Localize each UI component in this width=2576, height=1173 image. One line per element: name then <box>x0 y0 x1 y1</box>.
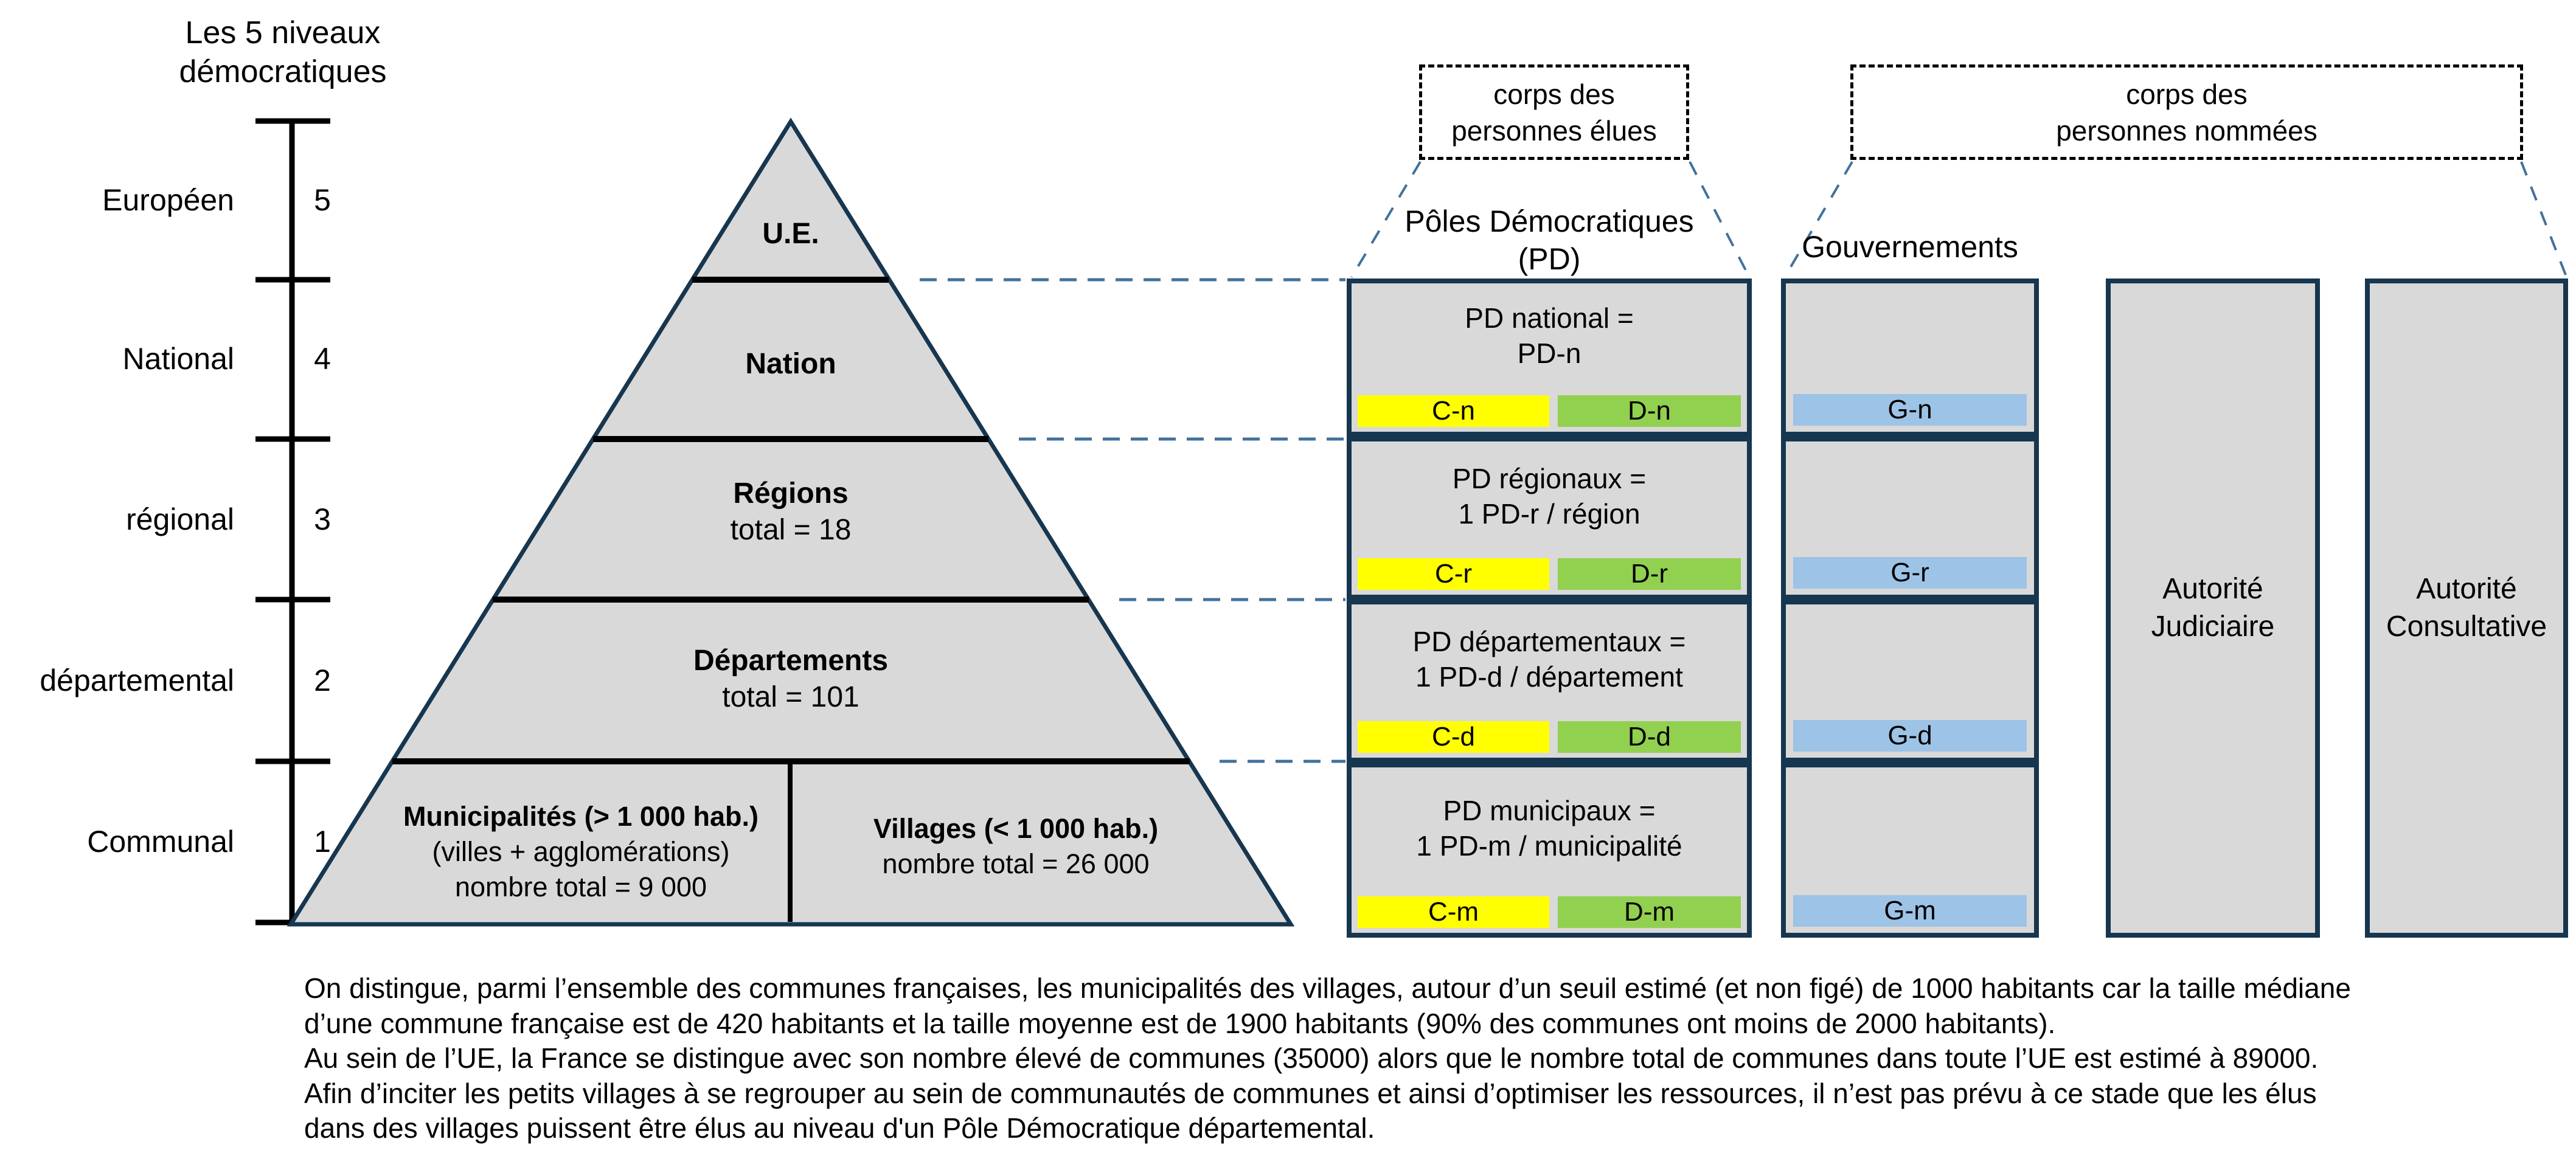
council-bar-cn: C-n <box>1358 395 1549 427</box>
pd-national-box: PD national = PD-n C-n D-n <box>1347 279 1752 437</box>
pyramid-tier-regions: Régions total = 18 <box>608 476 973 548</box>
pyramid-tier-departements-title: Départements <box>693 645 889 677</box>
footer-paragraph: On distingue, parmi l’ensemble des commu… <box>304 971 2567 1146</box>
pd-departemental-line2: 1 PD-d / département <box>1415 661 1683 693</box>
municipalites-title: Municipalités (> 1 000 hab.) <box>403 801 759 832</box>
delegate-bar-dn: D-n <box>1558 395 1741 427</box>
footer-line-4: Afin d’inciter les petits villages à se … <box>304 1077 2317 1109</box>
pd-departemental-bars: C-d D-d <box>1358 721 1741 753</box>
axis-title-line1: Les 5 niveaux <box>185 15 381 50</box>
pyramid-tier-regions-title: Régions <box>733 477 849 510</box>
axis-number-4: 4 <box>314 342 331 376</box>
pyramid-tier-nation: Nation <box>745 348 836 380</box>
consultative-authority-box: Autorité Consultative <box>2365 279 2568 938</box>
municipalites-sub: (villes + agglomérations) <box>432 836 730 867</box>
gov-regional-box: G-r <box>1781 437 2039 600</box>
gov-column-title: Gouvernements <box>1802 230 2018 264</box>
pd-municipal-bars: C-m D-m <box>1358 896 1741 928</box>
pd-national-line1: PD national = <box>1465 302 1634 334</box>
pd-national-label: PD national = PD-n <box>1352 283 1747 388</box>
pd-column-title-line2: (PD) <box>1518 242 1581 276</box>
axis-label-europeen: Européen <box>102 183 234 217</box>
appointed-header-line2: personnes nommées <box>2056 114 2317 147</box>
pd-municipal-line1: PD municipaux = <box>1443 795 1656 826</box>
elected-header-line1: corps des <box>1493 78 1615 110</box>
axis-label-regional: régional <box>126 502 234 536</box>
gov-bar-gr: G-r <box>1793 557 2027 589</box>
pd-departemental-label: PD départementaux = 1 PD-d / département <box>1352 604 1747 714</box>
delegate-bar-dm: D-m <box>1558 896 1741 928</box>
footer-line-3: Au sein de l’UE, la France se distingue … <box>304 1042 2319 1074</box>
gov-bar-gn: G-n <box>1793 394 2027 426</box>
axis-number-1: 1 <box>314 825 331 859</box>
pd-column-title-line1: Pôles Démocratiques <box>1404 204 1694 238</box>
gov-municipal-box: G-m <box>1781 763 2039 938</box>
pyramid-cell-villages: Villages (< 1 000 hab.) nombre total = 2… <box>839 811 1192 882</box>
pd-regional-bars: C-r D-r <box>1358 558 1741 590</box>
appointed-fan-right <box>2520 161 2567 275</box>
municipalites-total: nombre total = 9 000 <box>454 871 707 902</box>
pd-regional-line1: PD régionaux = <box>1452 463 1647 494</box>
pd-regional-line2: 1 PD-r / région <box>1458 498 1640 530</box>
pd-municipal-label: PD municipaux = 1 PD-m / municipalité <box>1352 767 1747 889</box>
delegate-bar-dr: D-r <box>1558 558 1741 590</box>
judicial-authority-line1: Autorité <box>2162 573 2263 605</box>
axis-label-national: National <box>122 342 234 376</box>
footer-line-2: d’une commune française est de 420 habit… <box>304 1007 2056 1039</box>
pd-departemental-line1: PD départementaux = <box>1412 626 1686 657</box>
footer-line-5: dans des villages puissent être élus au … <box>304 1112 1375 1144</box>
pd-column-title: Pôles Démocratiques (PD) <box>1347 202 1752 278</box>
axis-title: Les 5 niveaux démocratiques <box>113 13 453 91</box>
villages-title: Villages (< 1 000 hab.) <box>873 813 1159 844</box>
pd-municipal-line2: 1 PD-m / municipalité <box>1416 830 1682 862</box>
pyramid-tier-ue: U.E. <box>762 218 819 250</box>
axis-label-communal: Communal <box>87 825 234 859</box>
gov-departemental-box: G-d <box>1781 600 2039 763</box>
delegate-bar-dd: D-d <box>1558 721 1741 753</box>
pd-regional-box: PD régionaux = 1 PD-r / région C-r D-r <box>1347 437 1752 600</box>
pyramid-tier-regions-total: total = 18 <box>730 514 852 546</box>
elected-header-box: corps des personnes élues <box>1419 64 1689 160</box>
axis-number-5: 5 <box>314 183 331 217</box>
appointed-header-box: corps des personnes nommées <box>1850 64 2523 160</box>
elected-header-line2: personnes élues <box>1451 114 1657 147</box>
pyramid-tier-departements: Départements total = 101 <box>578 643 1004 716</box>
villages-total: nombre total = 26 000 <box>882 848 1150 879</box>
gov-national-box: G-n <box>1781 279 2039 437</box>
appointed-header-line1: corps des <box>2126 78 2248 110</box>
pd-municipal-box: PD municipaux = 1 PD-m / municipalité C-… <box>1347 763 1752 938</box>
council-bar-cm: C-m <box>1358 896 1549 928</box>
council-bar-cr: C-r <box>1358 558 1549 590</box>
gov-bar-gd: G-d <box>1793 720 2027 752</box>
pd-departemental-box: PD départementaux = 1 PD-d / département… <box>1347 600 1752 763</box>
council-bar-cd: C-d <box>1358 721 1549 753</box>
axis-title-line2: démocratiques <box>179 54 387 89</box>
consultative-authority-line2: Consultative <box>2386 611 2547 643</box>
pd-national-line2: PD-n <box>1517 337 1581 369</box>
judicial-authority-box: Autorité Judiciaire <box>2106 279 2320 938</box>
pyramid-cell-municipalites: Municipalités (> 1 000 hab.) (villes + a… <box>374 799 788 905</box>
axis-label-departemental: départemental <box>40 663 234 697</box>
judicial-authority-line2: Judiciaire <box>2151 611 2275 643</box>
pd-national-bars: C-n D-n <box>1358 395 1741 427</box>
pyramid-tier-departements-total: total = 101 <box>722 681 859 713</box>
consultative-authority-line1: Autorité <box>2416 573 2517 605</box>
axis-number-3: 3 <box>314 502 331 536</box>
axis-number-2: 2 <box>314 663 331 697</box>
footer-line-1: On distingue, parmi l’ensemble des commu… <box>304 972 2351 1004</box>
gov-bar-gm: G-m <box>1793 895 2027 927</box>
pd-regional-label: PD régionaux = 1 PD-r / région <box>1352 441 1747 551</box>
